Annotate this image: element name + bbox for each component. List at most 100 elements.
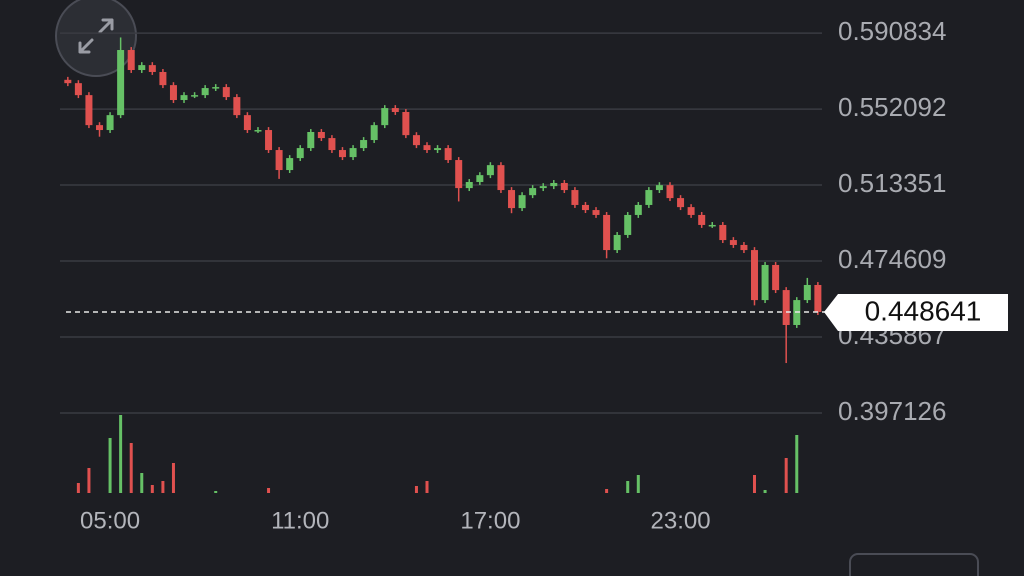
candle-body xyxy=(476,175,484,183)
candle-body xyxy=(243,115,251,131)
candle-body xyxy=(708,224,716,227)
candle-body xyxy=(550,182,558,187)
candle-body xyxy=(307,131,315,149)
expand-button[interactable] xyxy=(55,0,137,77)
candle-body xyxy=(677,198,685,208)
candle-body xyxy=(782,290,790,325)
candle-body xyxy=(666,185,674,199)
candle-body xyxy=(402,111,410,136)
candle-body xyxy=(803,284,811,301)
volume-bar xyxy=(87,468,91,493)
grid xyxy=(60,32,822,414)
y-tick-label: 0.552092 xyxy=(838,92,946,122)
volume-bar xyxy=(414,486,418,493)
candle-body xyxy=(169,85,177,101)
axis-labels: 0.5908340.5520920.5133510.4746090.435867… xyxy=(80,16,946,534)
y-tick-label: 0.397126 xyxy=(838,396,946,426)
candle-body xyxy=(750,250,758,301)
volume-bar xyxy=(214,491,218,493)
candle-body xyxy=(96,125,104,131)
candle-body xyxy=(64,79,72,84)
candle-body xyxy=(391,108,399,112)
candle-body xyxy=(508,190,516,209)
volume-bar xyxy=(763,490,767,493)
candle-body xyxy=(148,65,156,72)
candle-body xyxy=(286,158,294,171)
candle-body xyxy=(423,145,431,151)
volume-bar xyxy=(119,415,123,493)
candle-body xyxy=(761,264,769,301)
volume-bar xyxy=(129,443,133,493)
candle-body xyxy=(603,214,611,251)
candle-body xyxy=(613,234,621,251)
candle-body xyxy=(529,188,537,196)
volume-bar xyxy=(752,475,756,493)
x-tick-label: 23:00 xyxy=(651,507,711,534)
candle-body xyxy=(719,224,727,241)
candle-body xyxy=(296,148,304,159)
candle-body xyxy=(138,65,146,71)
volume-bar xyxy=(171,463,175,493)
volume-bar xyxy=(108,438,112,493)
candle-body xyxy=(127,50,135,71)
candle-body xyxy=(106,115,114,131)
candle-body xyxy=(370,125,378,141)
expand-icon xyxy=(78,18,114,54)
volume-bar xyxy=(784,458,788,493)
candles xyxy=(64,37,822,364)
candle-body xyxy=(254,130,262,132)
candle-body xyxy=(698,214,706,225)
volume-bar xyxy=(605,489,609,493)
candle-body xyxy=(212,87,220,89)
candle-body xyxy=(201,88,209,96)
volume-bar xyxy=(425,481,429,493)
candle-body xyxy=(655,185,663,191)
candle-body xyxy=(328,138,336,151)
candle-body xyxy=(624,214,632,235)
candle-body xyxy=(412,135,420,146)
candle-body xyxy=(560,182,568,191)
candle-body xyxy=(634,204,642,215)
x-tick-label: 17:00 xyxy=(460,507,520,534)
volume-bar xyxy=(795,435,799,493)
x-tick-label: 05:00 xyxy=(80,507,140,534)
candle-body xyxy=(265,130,273,151)
candle-body xyxy=(518,195,526,209)
candle-body xyxy=(434,148,442,151)
volume-bar xyxy=(76,483,80,493)
candle-body xyxy=(486,165,494,176)
candle-body xyxy=(465,182,473,189)
bottom-button[interactable] xyxy=(849,553,979,576)
volume-bar xyxy=(161,481,165,493)
candle-body xyxy=(581,204,589,211)
candle-body xyxy=(159,71,167,86)
last-price: 0.448641 xyxy=(66,293,1008,331)
candle-body xyxy=(74,83,82,96)
candle-body xyxy=(814,284,822,312)
y-tick-label: 0.474609 xyxy=(838,244,946,274)
candle-body xyxy=(645,190,653,205)
candle-body xyxy=(317,131,325,139)
last-price-box xyxy=(824,293,1008,331)
candle-body xyxy=(338,150,346,158)
volume-bar xyxy=(267,488,271,493)
last-price-label: 0.448641 xyxy=(865,295,982,326)
candle-body xyxy=(191,95,199,97)
candle-body xyxy=(222,87,230,98)
volume-bar xyxy=(150,485,154,493)
candle-body xyxy=(233,97,241,116)
candle-body xyxy=(497,165,505,191)
candle-body xyxy=(117,50,125,116)
x-tick-label: 11:00 xyxy=(271,507,329,534)
volume-bar xyxy=(626,481,630,493)
volume-bars xyxy=(76,415,799,493)
candle-body xyxy=(729,240,737,245)
candle-body xyxy=(772,264,780,291)
candle-body xyxy=(539,186,547,189)
candle-body xyxy=(180,95,188,101)
candle-body xyxy=(85,95,93,126)
y-tick-label: 0.590834 xyxy=(838,16,946,46)
candle-body xyxy=(687,207,695,215)
